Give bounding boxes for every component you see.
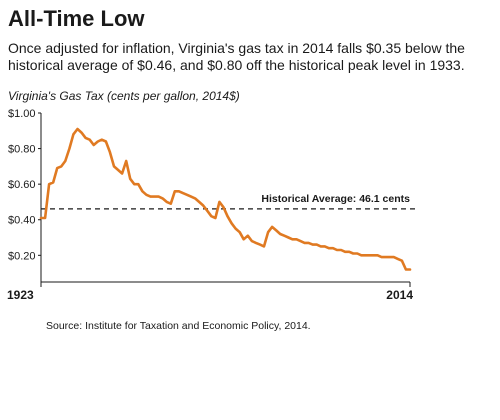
y-tick-label: $1.00 xyxy=(8,108,36,120)
x-axis: 1923 2014 xyxy=(7,281,413,302)
y-tick-label: $0.80 xyxy=(8,144,36,156)
historical-average-line: Historical Average: 46.1 cents xyxy=(41,193,416,210)
reference-line-label: Historical Average: 46.1 cents xyxy=(261,193,410,205)
source-note: Source: Institute for Taxation and Econo… xyxy=(46,320,311,332)
chart-subtitle: Once adjusted for inflation, Virginia's … xyxy=(8,40,465,73)
y-axis: $1.00 $0.80 $0.60 $0.40 $0.20 xyxy=(8,108,42,282)
chart-units-label: Virginia's Gas Tax (cents per gallon, 20… xyxy=(8,89,240,103)
chart-title: All-Time Low xyxy=(8,6,145,31)
x-tick-label: 1923 xyxy=(7,288,34,302)
x-tick-label: 2014 xyxy=(386,288,413,302)
series-line xyxy=(39,127,412,271)
y-tick-label: $0.40 xyxy=(8,215,36,227)
y-tick-label: $0.20 xyxy=(8,250,36,262)
gas-tax-series xyxy=(39,127,412,271)
y-tick-label: $0.60 xyxy=(8,179,36,191)
